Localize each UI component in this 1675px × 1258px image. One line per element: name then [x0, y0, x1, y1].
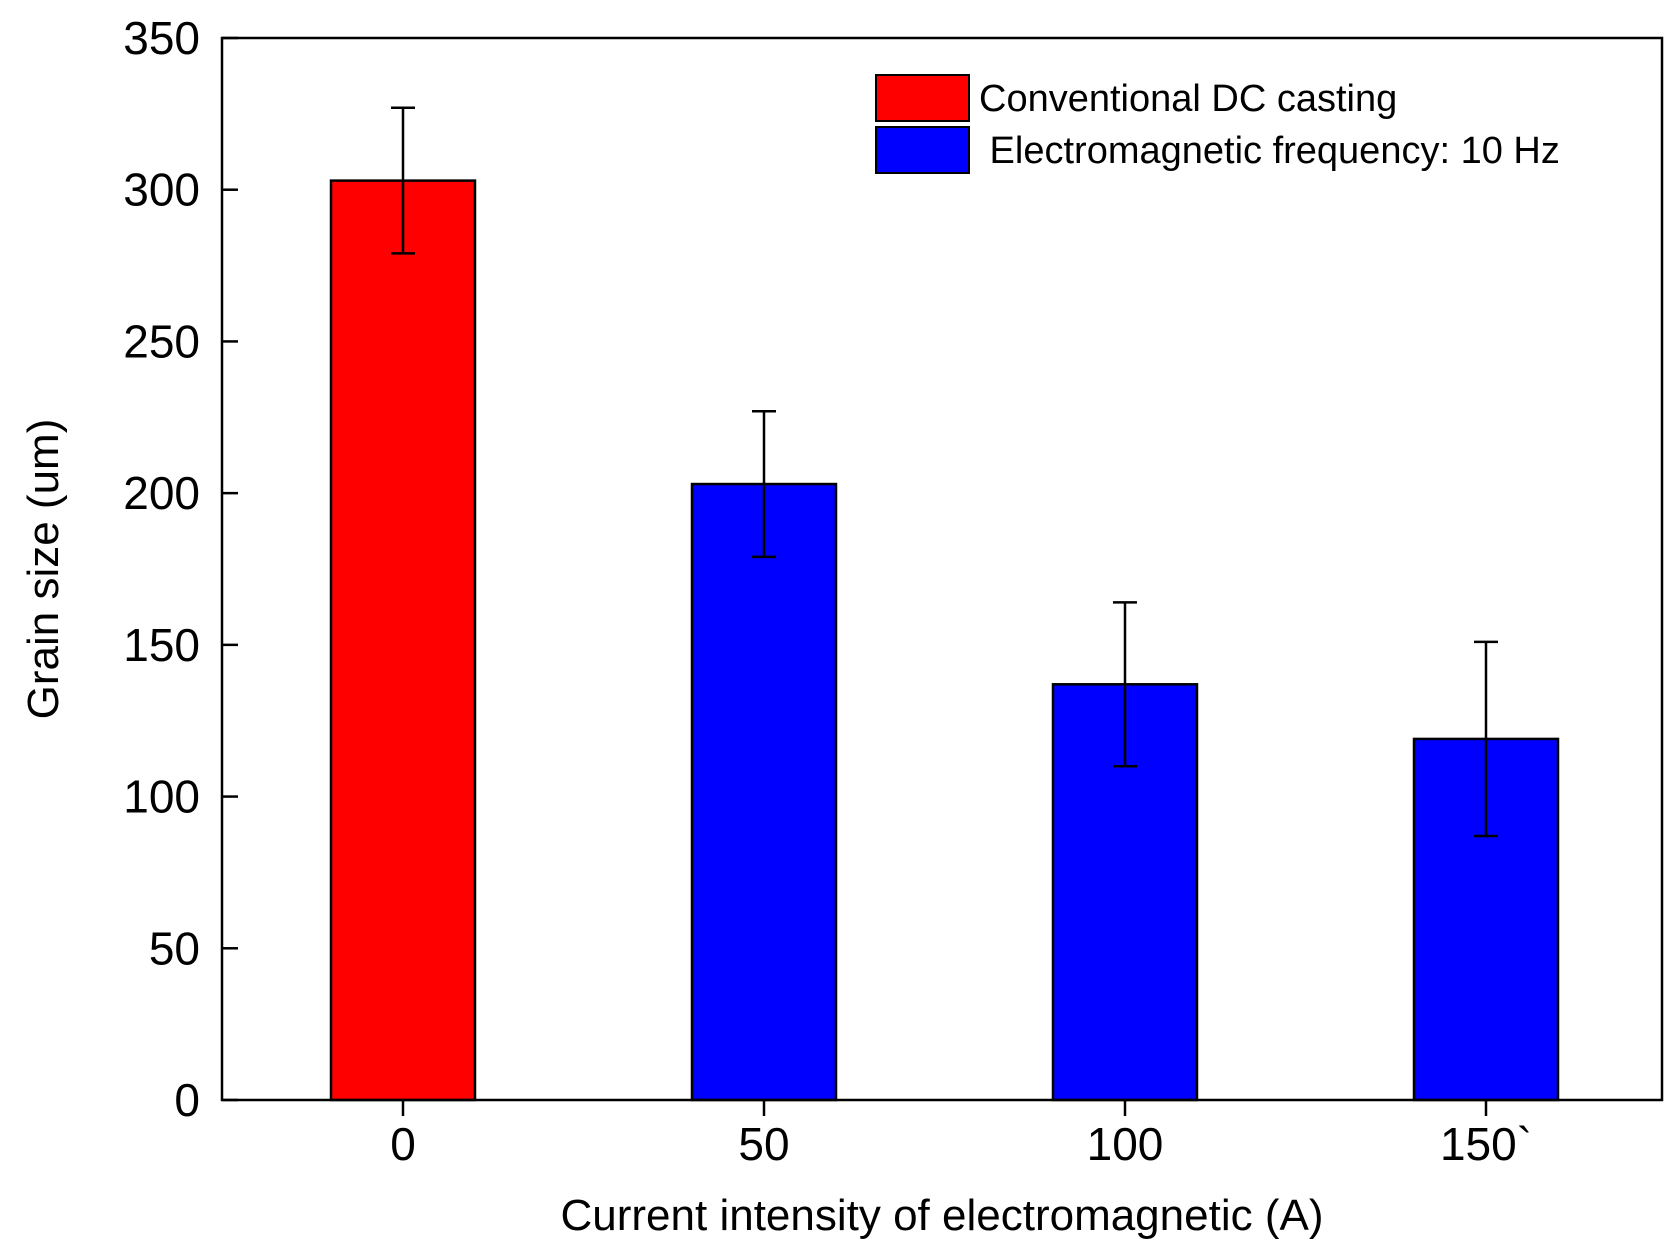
plot-frame [220, 36, 1664, 1102]
x-tick-label: 50 [738, 1118, 789, 1170]
y-axis: 0 50 100 150 200 250 300 350 [123, 12, 238, 1126]
y-tick-label: 300 [123, 164, 200, 216]
bar-50 [690, 482, 838, 1102]
bars-layer [329, 179, 1560, 1102]
legend-label-electromagnetic: Electromagnetic frequency: 10 Hz [979, 130, 1560, 172]
y-tick-label: 250 [123, 315, 200, 367]
y-axis-title: Grain size (um) [19, 419, 68, 720]
error-bars-layer [391, 106, 1498, 838]
x-axis: 0 50 100 150` [390, 1100, 1532, 1170]
legend-label-conventional: Conventional DC casting [979, 78, 1397, 120]
y-tick-label: 200 [123, 467, 200, 519]
x-tick-label: 150` [1440, 1118, 1532, 1170]
x-tick-label: 0 [390, 1118, 416, 1170]
x-axis-title: Current intensity of electromagnetic (A) [561, 1191, 1324, 1240]
y-tick-label: 0 [174, 1074, 200, 1126]
legend-swatch-electromagnetic [875, 126, 970, 174]
y-tick-label: 50 [149, 922, 200, 974]
legend-swatch-conventional [875, 74, 970, 122]
y-tick-label: 350 [123, 12, 200, 64]
x-tick-label: 100 [1087, 1118, 1164, 1170]
y-tick-label: 150 [123, 619, 200, 671]
y-tick-label: 100 [123, 771, 200, 823]
bar-0 [329, 179, 477, 1102]
legend: Conventional DC casting Electromagnetic … [875, 74, 1560, 174]
